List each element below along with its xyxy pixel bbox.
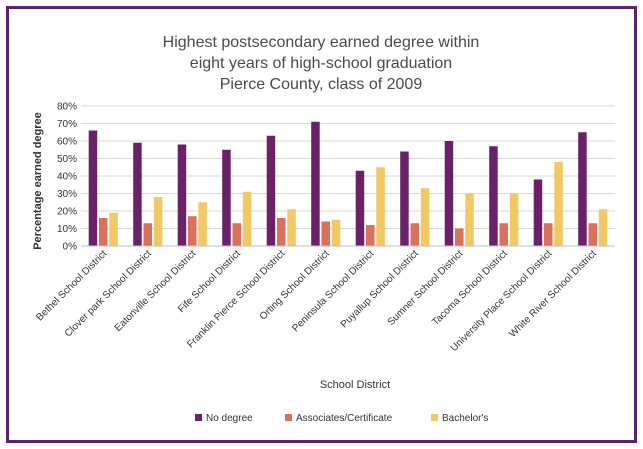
- bar-no-degree-10: [533, 179, 543, 246]
- bar-no-degree-5: [311, 121, 320, 246]
- legend-label: Bachelor's: [442, 413, 488, 424]
- y-tick-label: 20%: [57, 207, 77, 218]
- gridlines: [81, 105, 615, 229]
- bar-associates-certificate-10: [544, 223, 553, 246]
- chart-title-line: Pierce County, class of 2009: [220, 76, 423, 93]
- y-tick-label: 60%: [57, 137, 77, 148]
- bar-no-degree-9: [489, 146, 498, 246]
- y-tick-label: 0%: [63, 242, 78, 253]
- x-category-label: Tacoma School District: [430, 248, 510, 328]
- bar-bachelor-s-3: [242, 191, 252, 246]
- bars: [88, 121, 608, 246]
- y-axis-ticks: 0% 10% 20% 30% 40% 50% 60% 70% 80%: [57, 102, 77, 253]
- bar-bachelor-s-1: [153, 197, 163, 246]
- legend-swatch: [285, 414, 292, 421]
- y-tick-label: 30%: [57, 189, 77, 200]
- bar-bachelor-s-9: [509, 193, 519, 246]
- bar-no-degree-0: [88, 130, 98, 246]
- bar-bachelor-s-7: [420, 188, 430, 246]
- x-category-label: Peninsula School District: [290, 248, 376, 334]
- bar-associates-certificate-0: [99, 218, 108, 246]
- bar-associates-certificate-11: [588, 223, 597, 246]
- y-tick-label: 50%: [57, 154, 77, 165]
- legend-label: Associates/Certificate: [296, 413, 393, 424]
- legend: No degree Associates/Certificate Bachelor'…: [195, 413, 488, 424]
- bar-associates-certificate-6: [366, 225, 375, 246]
- y-tick-label: 70%: [57, 119, 77, 130]
- bar-associates-certificate-9: [499, 223, 508, 246]
- chart-title: Highest postsecondary earned degree with…: [163, 34, 480, 93]
- bar-bachelor-s-5: [331, 219, 341, 246]
- bar-no-degree-7: [400, 151, 409, 246]
- y-axis-title: Percentage earned degree: [32, 112, 44, 250]
- bar-bachelor-s-6: [376, 167, 385, 246]
- legend-swatch: [431, 414, 438, 421]
- bar-bachelor-s-8: [465, 193, 474, 246]
- legend-label: No degree: [206, 413, 253, 424]
- chart-title-line: Highest postsecondary earned degree with…: [163, 34, 480, 51]
- bar-bachelor-s-4: [287, 209, 296, 246]
- y-tick-label: 10%: [57, 224, 77, 235]
- bar-no-degree-11: [578, 132, 587, 246]
- y-tick-label: 40%: [57, 172, 77, 183]
- x-category-label: Eatonville School District: [113, 248, 199, 334]
- bar-bachelor-s-2: [198, 202, 207, 246]
- bar-bachelor-s-11: [598, 209, 608, 246]
- bar-no-degree-2: [177, 144, 187, 246]
- x-category-label: Puyallup School District: [339, 248, 421, 330]
- x-axis-title: School District: [320, 379, 390, 391]
- bar-associates-certificate-8: [455, 228, 464, 246]
- chart-title-line: eight years of high-school graduation: [190, 55, 452, 72]
- x-category-label: Bethel School District: [34, 248, 109, 323]
- bar-associates-certificate-4: [277, 218, 286, 246]
- chart-frame: Highest postsecondary earned degree with…: [6, 6, 637, 443]
- bar-no-degree-8: [444, 141, 454, 246]
- bar-associates-certificate-2: [188, 216, 197, 246]
- bar-no-degree-4: [266, 135, 276, 246]
- y-tick-label: 80%: [57, 102, 77, 113]
- bar-no-degree-3: [222, 149, 231, 246]
- bar-associates-certificate-7: [410, 223, 419, 246]
- x-category-label: Clover park School District: [63, 248, 154, 339]
- bar-associates-certificate-3: [232, 223, 241, 246]
- bar-bachelor-s-10: [554, 162, 563, 246]
- legend-swatch: [195, 414, 202, 421]
- x-category-label: White River School District: [507, 248, 599, 340]
- bar-associates-certificate-1: [143, 223, 152, 246]
- bar-associates-certificate-5: [321, 221, 330, 246]
- bar-no-degree-6: [355, 170, 365, 246]
- bar-bachelor-s-0: [109, 212, 118, 246]
- bar-no-degree-1: [133, 142, 142, 246]
- chart: Highest postsecondary earned degree with…: [32, 34, 615, 424]
- x-category-label: Sumner School District: [386, 248, 466, 328]
